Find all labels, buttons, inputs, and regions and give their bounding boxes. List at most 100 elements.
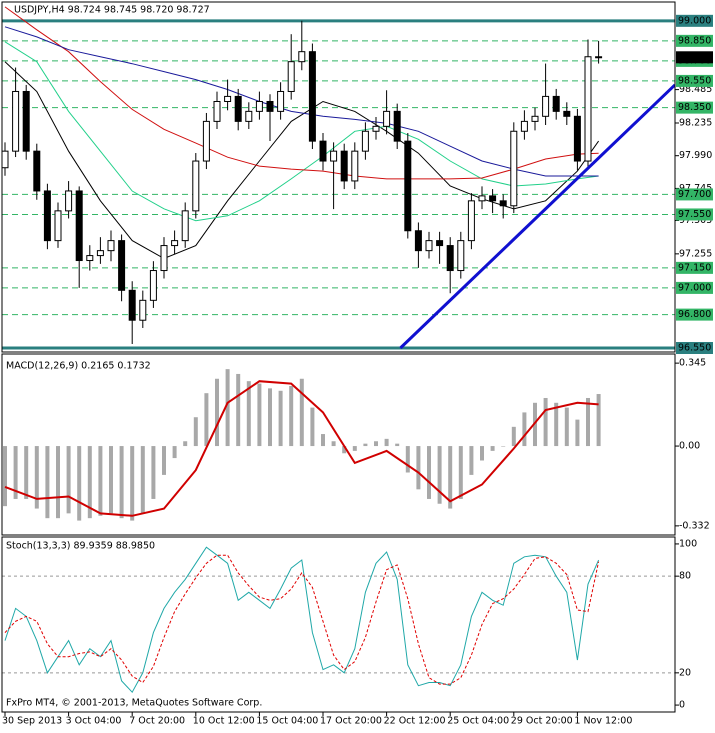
histogram-bar [374,441,378,447]
candle-body [234,95,242,122]
histogram-bar [56,446,60,519]
candle-body [531,115,539,122]
candle-body [499,200,507,207]
level-tag [676,281,713,294]
candle-body [446,245,454,272]
level-label: 97.550 [678,209,711,220]
y-tick-label: 80 [679,571,691,582]
candle-body [65,190,73,212]
x-tick-label: 10 Oct 12:00 [193,716,255,727]
candle-body [457,240,465,272]
histogram-bar [3,446,7,507]
x-tick-label: 30 Sep 2013 [2,716,62,727]
candle-body [372,125,380,132]
candle-body [308,51,316,142]
histogram-bar [151,446,156,499]
moving-average [4,41,599,222]
x-tick-label: 22 Oct 12:00 [384,716,446,727]
histogram-bar [469,446,474,475]
candle-body [54,210,62,242]
level-tag [676,101,713,114]
signal-line [4,380,599,517]
candle-body [118,240,126,291]
histogram-bar [458,446,463,499]
histogram-bar [596,394,601,447]
candle-body [520,120,528,132]
level-tag [676,14,713,27]
candle-body [393,110,401,142]
candle-body [351,150,359,182]
histogram-bar [289,385,294,447]
level-tag [676,74,713,87]
histogram-bar [586,397,590,447]
level-label: 99.000 [678,15,711,26]
histogram-bar [162,446,166,475]
level-tag [676,34,713,47]
candle-body [340,150,348,182]
moving-average [4,26,599,177]
histogram-bar [34,446,39,509]
level-tag [676,341,713,354]
histogram-bar [533,402,537,447]
candle-body [75,190,83,262]
candle-body [33,150,41,192]
candle-body [96,250,104,257]
candle-body [255,100,263,112]
y-tick-label: 97.745 [679,183,712,194]
histogram-bar [352,446,357,451]
histogram-bar [416,446,421,490]
candle-body [404,140,412,232]
candle-body [467,200,475,242]
panel-frame [1,536,676,713]
histogram-bar [480,446,484,461]
x-tick-label: 29 Oct 20:00 [511,716,573,727]
panel-frame [1,353,676,536]
level-label: 98.550 [678,75,711,86]
y-tick-label: 20 [679,667,691,678]
histogram-bar [575,419,580,447]
histogram-bar [543,397,548,447]
histogram-bar [66,446,71,514]
level-tag [676,188,713,201]
histogram-bar [246,381,251,447]
y-tick-label: 97.255 [679,248,712,259]
histogram-bar [193,417,198,447]
footer: FxPro MT4, © 2001-2013, MetaQuotes Softw… [6,698,262,709]
histogram-bar [130,446,135,521]
level-label: 97.150 [678,262,711,273]
level-label: 96.800 [678,309,711,320]
histogram-bar [490,446,495,451]
candle-body [510,130,518,207]
candle-body [22,90,30,152]
candle-body [181,210,189,242]
histogram-bar [342,446,347,454]
histogram-bar [236,373,241,447]
x-tick-label: 17 Oct 20:00 [320,716,382,727]
histogram-bar [172,446,177,459]
price-panel [2,6,675,350]
histogram-bar [24,446,29,499]
moving-average [4,61,600,260]
candle-body [436,240,444,247]
candle-body [489,195,497,202]
candle-body [224,95,232,102]
candle-body [43,190,51,242]
y-tick-label: 0.345 [679,358,706,369]
moving-average [4,6,599,180]
candle-body [298,51,306,63]
candle-body [573,115,581,162]
candle-body [107,240,115,252]
histogram-bar [310,407,315,447]
histogram-bar [215,378,219,447]
level-label: 98.850 [678,35,711,46]
histogram-bar [511,426,516,447]
histogram-bar [321,434,325,447]
histogram-bar [119,446,124,519]
histogram-bar [395,443,400,447]
histogram-bar [257,383,262,447]
price-label: 98.727 [678,52,711,63]
chart-title: USDJPY,H4 98.724 98.745 98.720 98.727 [14,5,210,16]
candle-body [266,100,274,112]
histogram-bar [331,441,336,447]
